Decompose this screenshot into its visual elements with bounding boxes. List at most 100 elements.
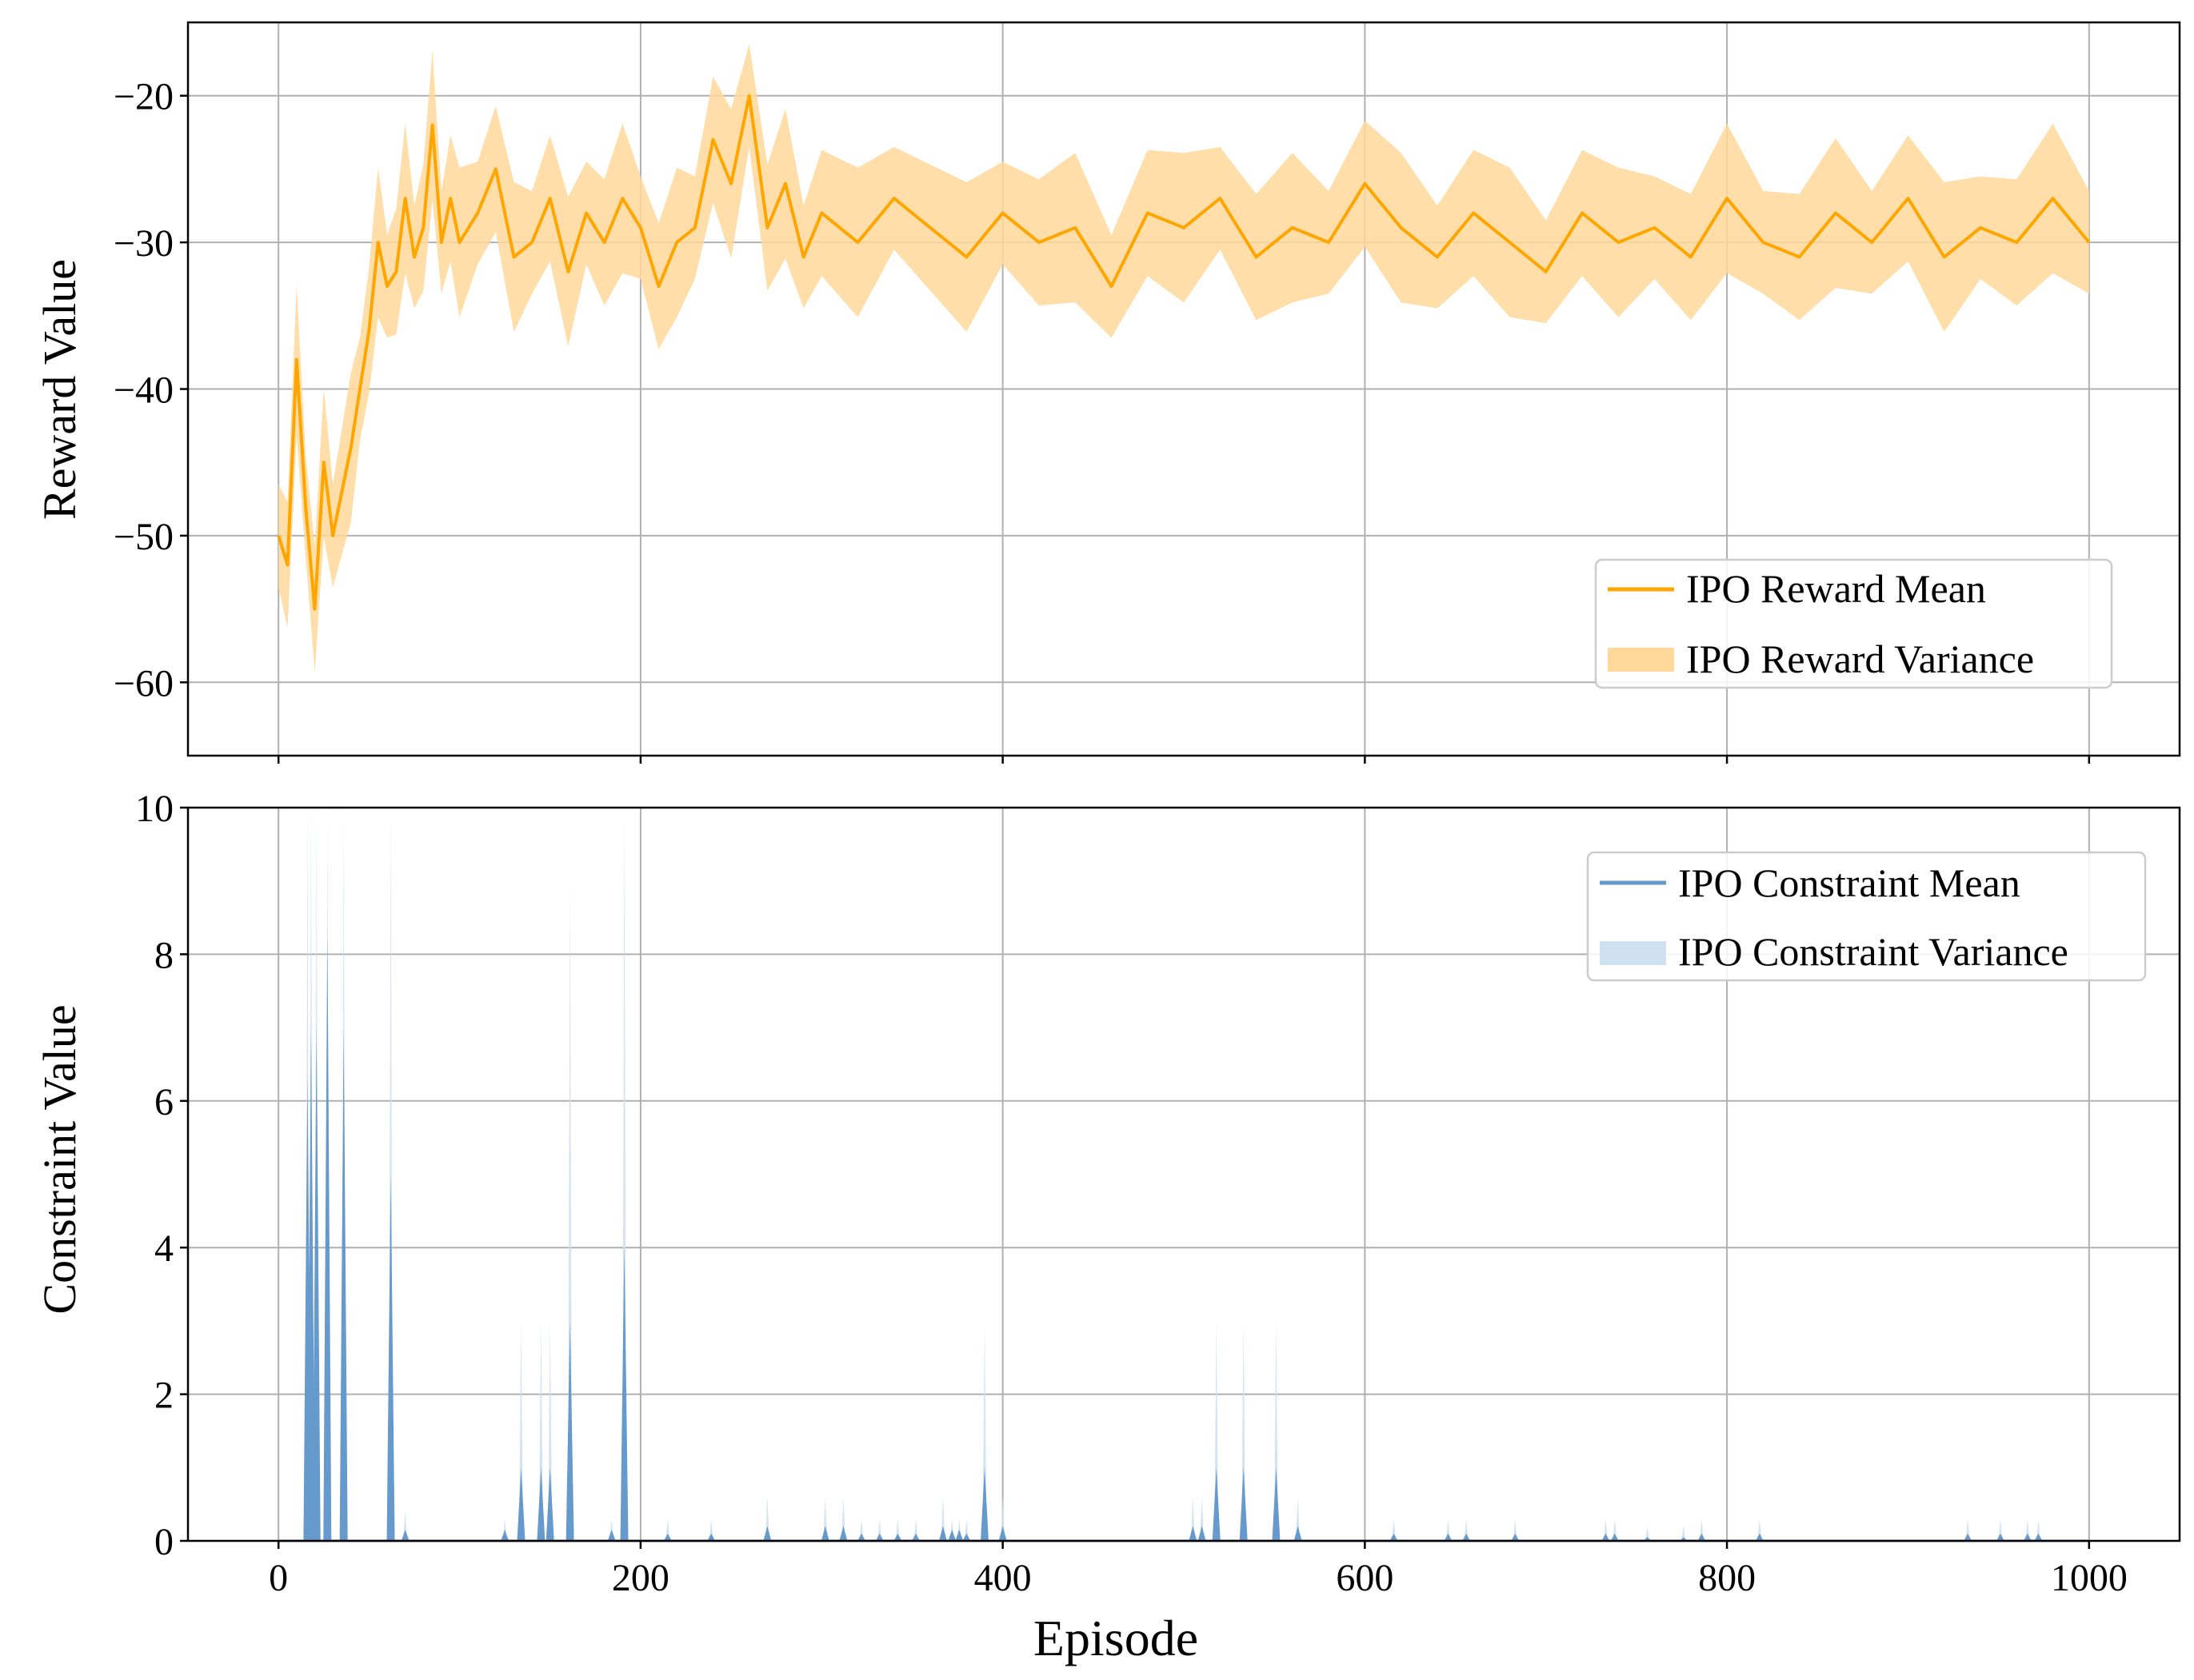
reward-y-tick-label: −40 — [114, 369, 174, 412]
constraint-mean-spike — [1212, 1467, 1221, 1541]
constraint-mean-spike — [323, 928, 332, 1541]
constraint-variance-spike — [1214, 1320, 1219, 1541]
constraint-mean-spike — [839, 1526, 848, 1541]
constraint-variance-spike — [1241, 1320, 1246, 1541]
constraint-variance-spike — [823, 1496, 828, 1541]
constraint-mean-spike — [339, 1028, 348, 1541]
constraint-variance-spike — [1681, 1526, 1686, 1541]
constraint-variance-spike — [765, 1496, 769, 1541]
constraint-y-tick-label: 0 — [154, 1521, 174, 1563]
constraint-legend-band-swatch — [1600, 941, 1666, 965]
constraint-mean-spike — [962, 1533, 971, 1541]
constraint-mean-spike — [1389, 1533, 1398, 1541]
reward-mean-line — [277, 94, 2091, 611]
constraint-mean-spike — [2034, 1533, 2043, 1541]
constraint-variance-spike — [841, 1496, 845, 1541]
constraint-mean-spike — [1964, 1533, 1972, 1541]
constraint-mean-spike — [1996, 1533, 2004, 1541]
reward-mean-path — [277, 94, 2091, 611]
x-tick-label: 0 — [269, 1557, 288, 1599]
constraint-mean-spike — [998, 1526, 1007, 1541]
constraint-legend-mean-label: IPO Constraint Mean — [1678, 860, 2020, 905]
constraint-variance-spike — [941, 1496, 945, 1541]
reward-legend-mean-label: IPO Reward Mean — [1686, 566, 1986, 611]
constraint-y-label: Constraint Value — [34, 1004, 86, 1314]
constraint-mean-spike — [955, 1530, 964, 1541]
constraint-y-tick-label: 8 — [154, 934, 174, 976]
constraint-mean-spike — [1293, 1526, 1302, 1541]
constraint-mean-spike — [1697, 1533, 1706, 1541]
constraint-mean-spike — [663, 1533, 672, 1541]
constraint-mean-spike — [607, 1530, 616, 1541]
constraint-variance-spike — [1296, 1496, 1301, 1541]
constraint-panel: 0 200 400 600 800 1000 0 2 4 6 8 10 Constraint Val… — [34, 788, 2181, 1666]
reward-x-ticks — [277, 756, 2091, 764]
constraint-plot-frame — [186, 806, 2181, 1542]
constraint-y-tick-label: 6 — [154, 1081, 174, 1123]
constraint-variance-spike — [1200, 1496, 1205, 1541]
x-tick-label: 400 — [974, 1557, 1032, 1599]
reward-legend-variance-label: IPO Reward Variance — [1686, 636, 2034, 681]
reward-y-label: Reward Value — [34, 259, 86, 520]
x-axis-label: Episode — [1033, 1610, 1198, 1666]
constraint-variance-spike — [1190, 1496, 1195, 1541]
constraint-mean-spike — [763, 1526, 772, 1541]
constraint-mean-spike — [1601, 1533, 1610, 1541]
reward-legend-box — [1594, 558, 2113, 689]
constraint-mean-spike — [501, 1530, 510, 1541]
constraint-x-ticks: 0 200 400 600 800 1000 — [269, 1541, 2128, 1599]
constraint-mean-spike — [2023, 1533, 2032, 1541]
x-tick-label: 600 — [1336, 1557, 1393, 1599]
constraint-mean-spike — [911, 1533, 920, 1541]
constraint-legend-variance-label: IPO Constraint Variance — [1678, 929, 2068, 974]
constraint-mean-spike — [546, 1467, 554, 1541]
constraint-mean-spike — [1511, 1533, 1520, 1541]
constraint-mean-spike — [948, 1530, 957, 1541]
constraint-y-tick-label: 2 — [154, 1375, 174, 1417]
reward-y-tick-label: −20 — [114, 76, 174, 118]
constraint-mean-spike — [517, 1467, 526, 1541]
constraint-legend: IPO Constraint Mean IPO Constraint Varia… — [1586, 851, 2147, 982]
constraint-y-ticks: 0 2 4 6 8 10 — [135, 788, 188, 1563]
constraint-variance-spike — [519, 1320, 524, 1541]
constraint-mean-spike — [1444, 1533, 1453, 1541]
constraint-variance-spike — [548, 1320, 553, 1541]
constraint-mean-spike — [707, 1533, 716, 1541]
reward-legend-band-swatch — [1608, 648, 1674, 672]
constraint-mean-spike — [1755, 1533, 1764, 1541]
constraint-legend-box — [1586, 851, 2147, 982]
constraint-mean-spike — [938, 1526, 947, 1541]
reward-y-tick-label: −60 — [114, 662, 174, 704]
constraint-mean-spike — [620, 1247, 629, 1541]
constraint-variance-spike — [1273, 1320, 1278, 1541]
constraint-mean-spike — [1189, 1526, 1197, 1541]
constraint-mean-spike — [537, 1467, 546, 1541]
constraint-mean-spike — [1239, 1467, 1248, 1541]
reward-y-ticks: −60 −50 −40 −30 −20 — [114, 76, 188, 704]
constraint-mean-spike — [1272, 1467, 1281, 1541]
constraint-mean-spike — [1197, 1526, 1206, 1541]
constraint-y-tick-label: 10 — [135, 788, 174, 830]
constraint-mean-spike — [386, 1174, 395, 1541]
constraint-variance-spike — [538, 1320, 543, 1541]
constraint-mean-spike — [875, 1533, 884, 1541]
x-tick-label: 800 — [1698, 1557, 1756, 1599]
reward-y-tick-label: −50 — [114, 516, 174, 558]
constraint-mean-spike — [312, 1028, 321, 1541]
constraint-mean-spike — [401, 1530, 410, 1541]
constraint-mean-spike — [857, 1533, 866, 1541]
constraint-mean-spike — [981, 1467, 989, 1541]
reward-legend: IPO Reward Mean IPO Reward Variance — [1594, 558, 2113, 689]
constraint-mean-spike — [1610, 1533, 1619, 1541]
reward-panel: −60 −50 −40 −30 −20 Reward Value IPO Reward … — [34, 21, 2181, 764]
reward-variance-band — [278, 44, 2089, 672]
reward-variance-area — [278, 44, 2089, 672]
constraint-y-tick-label: 4 — [154, 1227, 174, 1270]
constraint-mean-spike — [893, 1533, 902, 1541]
x-tick-label: 1000 — [2051, 1557, 2128, 1599]
constraint-mean-spike — [1462, 1533, 1471, 1541]
constraint-variance-spike — [1645, 1526, 1649, 1541]
constraint-variance-spike — [1001, 1496, 1005, 1541]
constraint-mean-spike — [306, 1028, 315, 1541]
